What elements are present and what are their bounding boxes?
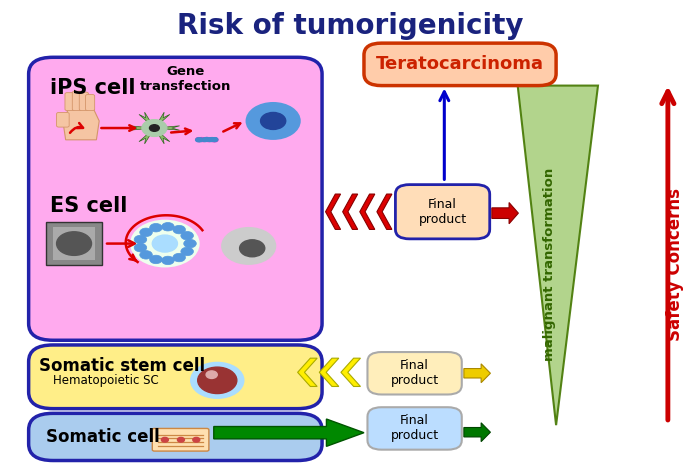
FancyBboxPatch shape [46,222,102,265]
Polygon shape [341,358,360,386]
Circle shape [134,244,147,252]
Polygon shape [155,112,170,128]
Circle shape [206,371,217,378]
Circle shape [199,138,204,141]
Circle shape [197,367,237,394]
Text: Somatic stem cell: Somatic stem cell [39,357,205,375]
Circle shape [183,239,196,248]
Circle shape [193,438,200,442]
Text: iPS cell: iPS cell [50,78,135,98]
Circle shape [181,247,193,256]
Circle shape [153,235,177,252]
Text: Somatic cell: Somatic cell [46,428,160,446]
Circle shape [57,232,92,255]
Polygon shape [326,194,341,229]
Circle shape [212,138,218,141]
Polygon shape [130,126,155,130]
Text: Final
product: Final product [391,414,439,442]
Text: malignant transformation: malignant transformation [542,168,556,361]
Circle shape [246,103,300,139]
FancyBboxPatch shape [395,184,490,239]
Polygon shape [464,364,491,383]
Circle shape [206,138,211,141]
Circle shape [209,138,215,141]
Text: Final
product: Final product [391,359,439,387]
Circle shape [260,113,286,130]
Circle shape [140,251,153,259]
FancyBboxPatch shape [29,413,322,461]
FancyBboxPatch shape [368,352,462,394]
Circle shape [173,254,186,262]
Circle shape [150,125,160,131]
Text: Risk of tumorigenicity: Risk of tumorigenicity [176,12,524,41]
Circle shape [212,138,218,142]
FancyBboxPatch shape [29,57,322,340]
Polygon shape [63,109,99,140]
Circle shape [150,223,162,232]
Polygon shape [319,358,339,386]
Polygon shape [377,194,392,229]
Polygon shape [139,112,155,128]
Polygon shape [360,194,374,229]
FancyBboxPatch shape [65,93,75,111]
Polygon shape [343,194,358,229]
FancyBboxPatch shape [153,429,209,451]
Circle shape [239,240,265,257]
FancyBboxPatch shape [79,92,88,111]
Circle shape [204,138,209,141]
FancyBboxPatch shape [53,227,95,260]
Text: Teratocarcinoma: Teratocarcinoma [376,55,544,73]
Circle shape [211,138,217,141]
FancyBboxPatch shape [368,407,462,450]
Text: Hematopoietic SC: Hematopoietic SC [53,374,159,387]
FancyBboxPatch shape [29,345,322,409]
Polygon shape [155,128,170,144]
Circle shape [208,138,213,141]
Circle shape [162,256,174,265]
FancyBboxPatch shape [57,113,69,127]
Circle shape [132,221,198,266]
Polygon shape [155,126,180,130]
Circle shape [190,362,244,398]
Text: Final
product: Final product [419,198,467,226]
Polygon shape [518,86,598,425]
Polygon shape [492,202,519,224]
Circle shape [195,138,201,142]
Circle shape [204,138,209,141]
Circle shape [173,225,186,234]
Circle shape [134,235,147,244]
Polygon shape [464,423,491,442]
FancyBboxPatch shape [364,43,556,86]
Circle shape [196,138,202,141]
Circle shape [181,231,193,240]
Circle shape [162,222,174,231]
Circle shape [142,120,167,137]
Circle shape [140,228,153,236]
Text: Safety Concerns: Safety Concerns [666,188,684,342]
Circle shape [200,138,206,141]
Circle shape [162,438,169,442]
FancyBboxPatch shape [85,95,94,111]
FancyBboxPatch shape [72,91,81,111]
Circle shape [197,138,202,141]
Text: Gene
transfection: Gene transfection [140,64,232,93]
Circle shape [222,228,275,264]
Polygon shape [298,358,317,386]
Circle shape [202,138,208,141]
Polygon shape [214,419,364,447]
Polygon shape [139,128,155,144]
Circle shape [211,138,216,141]
Circle shape [150,255,162,263]
Circle shape [177,438,184,442]
Text: ES cell: ES cell [50,196,127,216]
Circle shape [197,138,203,141]
